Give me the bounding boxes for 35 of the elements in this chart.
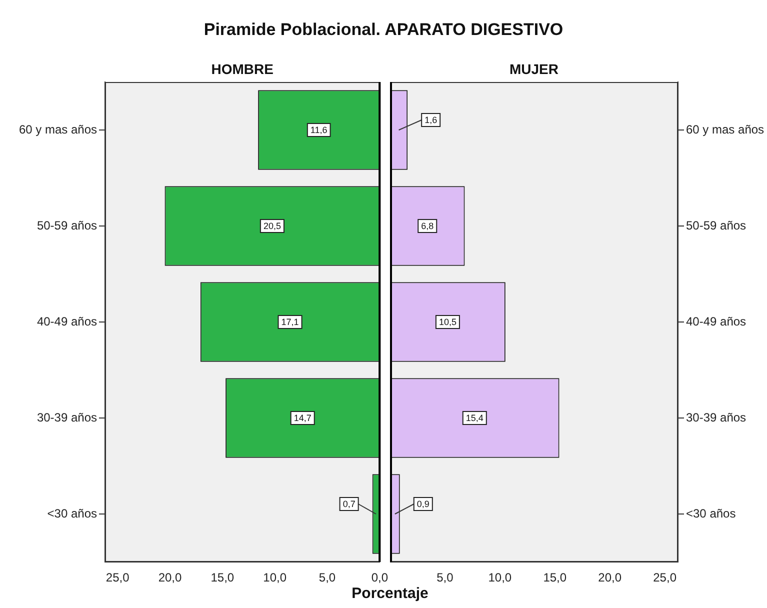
x-axis-title: Porcentaje [352,585,428,602]
data-label: 17,1 [281,316,299,327]
data-label: 1,6 [424,114,438,125]
y-tick-label: 40-49 años [686,314,746,328]
data-label: 10,5 [438,316,456,327]
data-label: 0,7 [342,498,356,509]
data-label: 6,8 [421,220,434,231]
x-tick-label: 20,0 [158,570,182,585]
y-tick-label: <30 años [686,506,736,520]
chart-subtitle: MUJER [509,61,559,77]
chart-subtitle: HOMBRE [211,61,274,77]
data-label: 0,9 [416,498,430,509]
y-tick-label: 50-59 años [686,218,746,232]
x-tick-label: 25,0 [106,570,130,585]
y-tick-label: 40-49 años [36,314,97,328]
data-label: 14,7 [294,412,312,423]
x-tick-label: 5,0 [436,570,454,585]
x-tick-label: 20,0 [598,570,622,585]
y-tick-label: <30 años [47,506,97,520]
y-tick-label: 50-59 años [36,218,97,232]
data-label: 11,6 [310,124,328,135]
x-tick-label: 5,0 [318,570,336,585]
x-tick-label: 15,0 [543,570,567,585]
data-label: 15,4 [466,412,484,423]
x-tick-label: 15,0 [210,570,234,585]
y-tick-label: 60 y mas años [686,122,764,136]
y-tick-label: 30-39 años [686,410,746,424]
x-tick-label: 10,0 [488,570,512,585]
x-tick-label: 25,0 [653,570,677,585]
x-tick-label: 0,0 [371,570,388,585]
chart-title: Piramide Poblacional. APARATO DIGESTIVO [202,20,564,40]
y-tick-label: 60 y mas años [18,122,97,136]
x-tick-label: 10,0 [263,570,287,585]
data-label: 20,5 [263,220,281,231]
y-tick-label: 30-39 años [36,410,97,424]
